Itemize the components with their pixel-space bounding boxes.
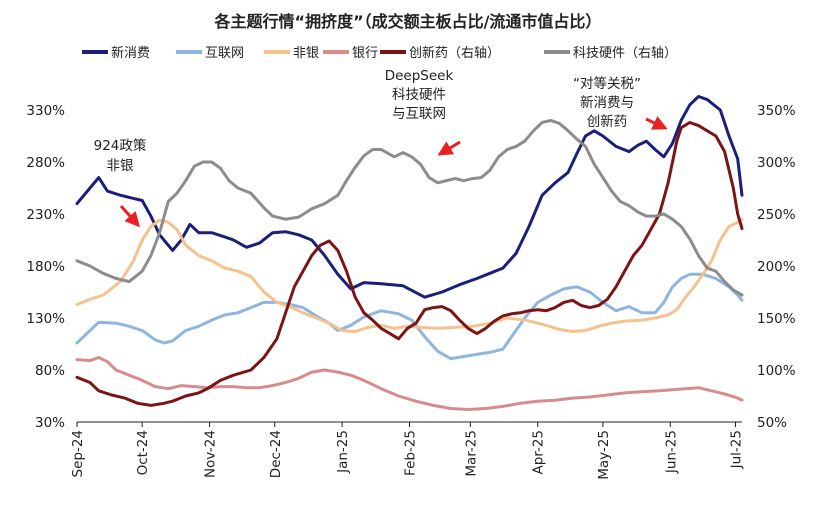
x-tick-label: Jan-25 xyxy=(335,430,351,474)
legend-label: 非银 xyxy=(293,46,319,61)
legend: 新消费 互联网 非银 银行 创新药（右轴） 科技硬件（右轴） xyxy=(82,45,677,61)
series-layer xyxy=(75,95,744,411)
series-line-互联网 xyxy=(75,272,744,361)
x-tick-label: Apr-25 xyxy=(531,430,547,475)
legend-label: 科技硬件（右轴） xyxy=(573,46,677,61)
series-line-银行 xyxy=(75,356,744,411)
y-right-tick-label: 50% xyxy=(757,415,787,431)
x-tick-label: Nov-24 xyxy=(203,430,219,478)
y-right-tick-label: 250% xyxy=(757,207,796,223)
legend-label: 新消费 xyxy=(111,45,150,61)
x-tick-label: Jun-25 xyxy=(663,430,679,474)
series-line-科技硬件 xyxy=(75,118,744,297)
y-left-tick-label: 130% xyxy=(26,311,65,327)
x-tick-label: Feb-25 xyxy=(403,430,419,476)
series-line-新消费 xyxy=(75,95,744,299)
y-left-tick-label: 280% xyxy=(26,155,65,171)
series-line-非银 xyxy=(75,217,744,333)
legend-label: 银行 xyxy=(352,46,378,61)
x-tick-label: Oct-24 xyxy=(135,430,151,475)
annotation-arrow xyxy=(437,140,461,156)
x-tick-label: Dec-24 xyxy=(268,430,284,478)
x-tick-label: May-25 xyxy=(596,430,612,480)
annotation-arrow xyxy=(119,204,141,228)
annotation-text: 924政策非银 xyxy=(94,137,147,174)
annotations: 924政策非银 DeepSeek 科技硬件与互联网 “对等关税”新消费与创新药 xyxy=(94,68,668,228)
y-right-tick-label: 200% xyxy=(757,259,796,275)
y-right-tick-label: 300% xyxy=(757,155,796,171)
x-tick-label: Sep-24 xyxy=(70,430,86,478)
annotation-arrow xyxy=(645,116,668,130)
y-right-tick-label: 150% xyxy=(757,311,796,327)
legend-label: 互联网 xyxy=(205,46,244,61)
y-left-tick-label: 230% xyxy=(26,207,65,223)
series-line-创新药 xyxy=(75,121,744,407)
y-right-tick-label: 100% xyxy=(757,363,796,379)
legend-label: 创新药（右轴） xyxy=(409,45,500,61)
chart-title: 各主题行情“拥挤度”（成交额主板占比/流通市值占比） xyxy=(214,12,602,31)
x-tick-label: Mar-25 xyxy=(463,430,479,477)
axes: Sep-24 Oct-24 Nov-24 Dec-24 Jan-25 Feb-25 Mar-… xyxy=(26,103,795,480)
y-left-tick-label: 80% xyxy=(35,363,65,379)
y-left-tick-label: 30% xyxy=(35,415,65,431)
y-left-tick-label: 180% xyxy=(26,259,65,275)
x-tick-label: Jul-25 xyxy=(728,430,744,469)
y-right-tick-label: 350% xyxy=(757,103,796,119)
y-left-tick-label: 330% xyxy=(26,103,65,119)
annotation-text: “对等关税”新消费与创新药 xyxy=(573,75,641,130)
annotation-text: DeepSeek 科技硬件与互联网 xyxy=(385,68,454,122)
